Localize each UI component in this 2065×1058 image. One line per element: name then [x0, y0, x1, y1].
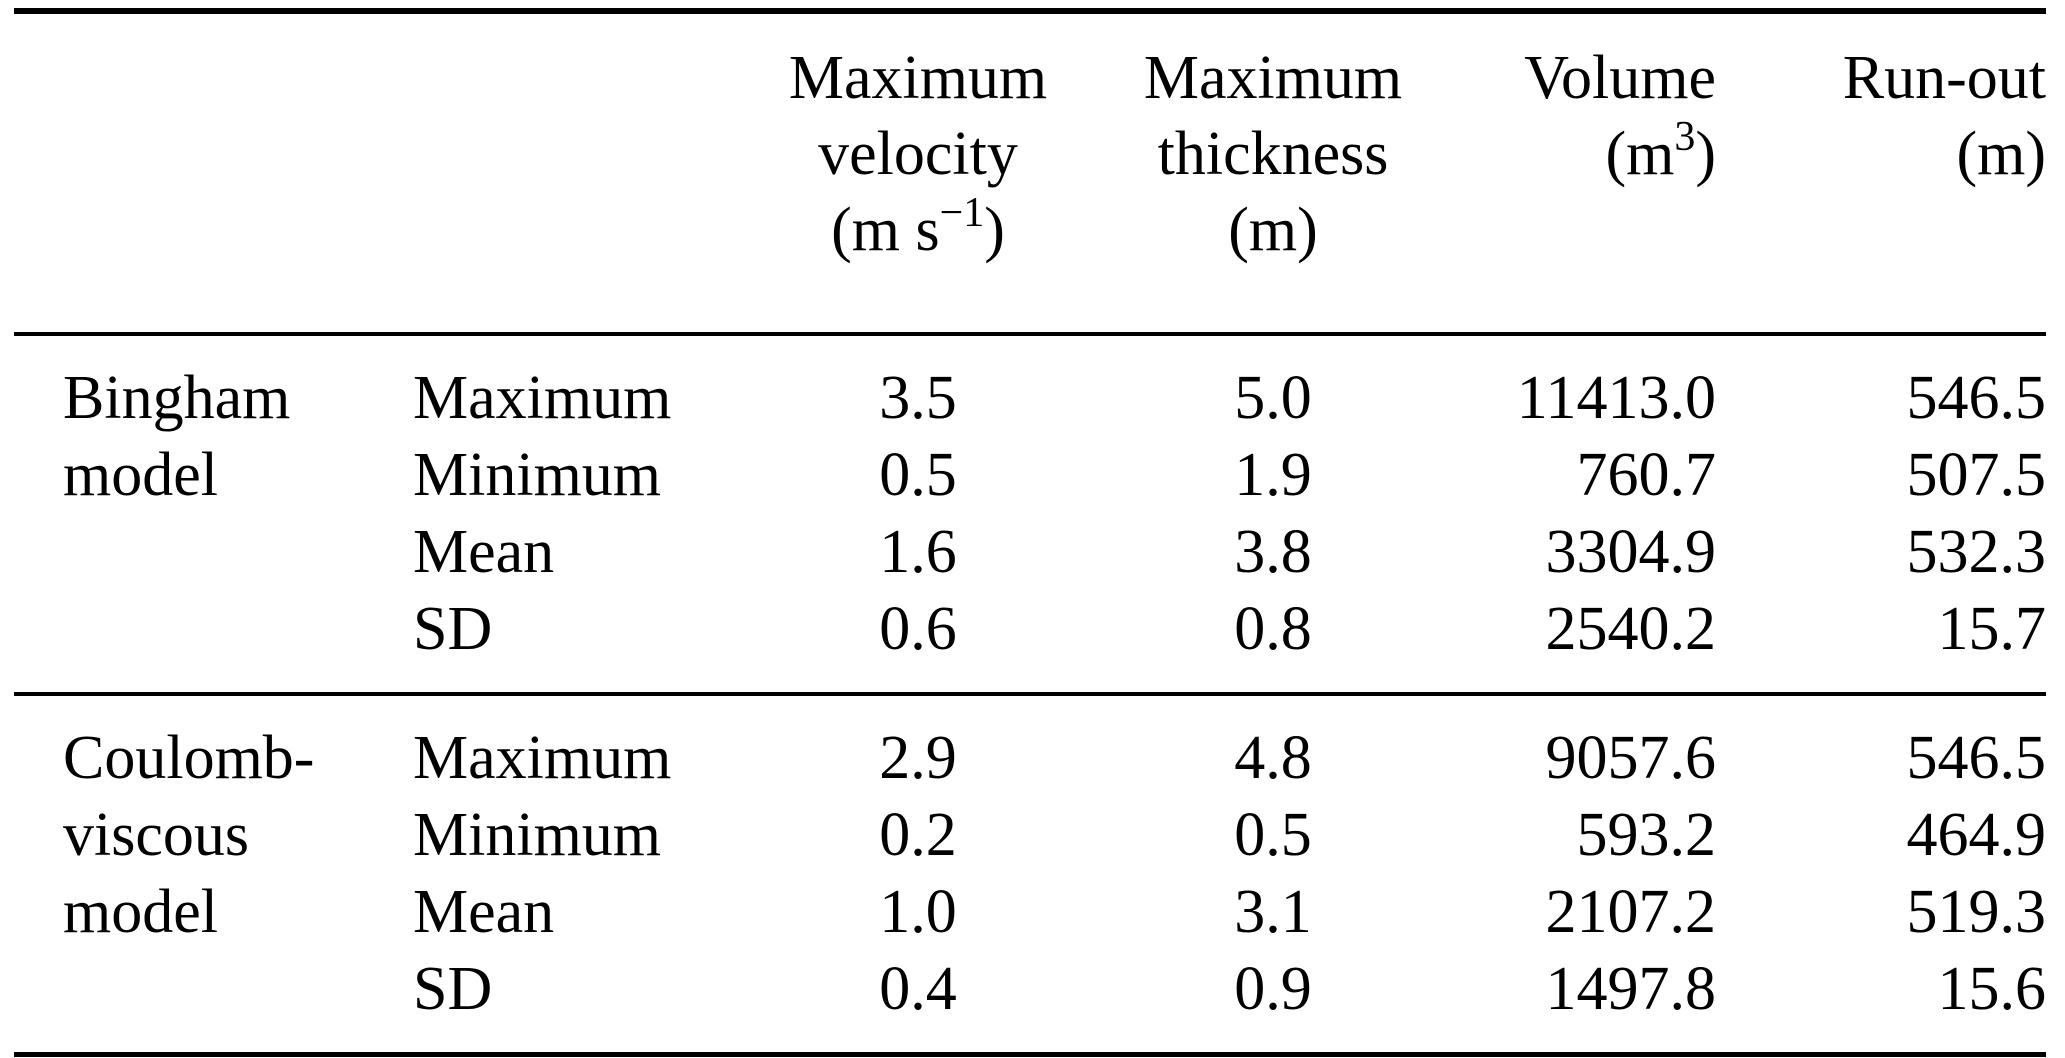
- header-volume-unit: (m3): [1605, 114, 1716, 188]
- value-velocity: 0.4: [879, 955, 957, 1023]
- value-thickness: 1.9: [1234, 441, 1312, 509]
- stat-label: Mean: [413, 878, 555, 946]
- header-runout: Run-out (m): [1716, 11, 2046, 334]
- value-velocity: 0.5: [879, 441, 957, 509]
- header-model-spacer: [14, 11, 413, 334]
- stat-label: Mean: [413, 518, 555, 586]
- value-runout: 464.9: [1906, 801, 2047, 869]
- table-row: Minimum 0.2 0.5 593.2 464.9: [14, 797, 2046, 874]
- table-row: Mean 1.6 3.8 3304.9 532.3: [14, 514, 2046, 591]
- value-volume: 1497.8: [1545, 955, 1717, 1023]
- value-thickness: 0.5: [1234, 801, 1312, 869]
- header-max-velocity-unit: (m s−1): [831, 190, 1005, 264]
- header-max-velocity-line2: velocity: [818, 120, 1018, 188]
- value-velocity: 3.5: [879, 364, 957, 432]
- value-velocity: 1.6: [879, 518, 957, 586]
- header-volume-line1: Volume: [1524, 44, 1716, 112]
- stat-label: Minimum: [413, 801, 662, 869]
- value-volume: 2107.2: [1545, 878, 1717, 946]
- table-row: Bingham model Maximum 3.5 5.0 11413.0 54…: [14, 334, 2047, 509]
- header-volume: Volume (m3): [1413, 11, 1716, 334]
- header-max-thickness: Maximum thickness (m): [1133, 11, 1413, 334]
- value-runout: 15.6: [1937, 955, 2047, 1023]
- value-volume: 2540.2: [1545, 595, 1717, 663]
- header-max-velocity: Maximum velocity (m s−1): [703, 11, 1133, 334]
- value-thickness: 0.9: [1234, 955, 1312, 1023]
- section-bingham-model: Bingham model Maximum 3.5 5.0 11413.0 54…: [14, 334, 2046, 694]
- header-max-thickness-line1: Maximum: [1143, 44, 1403, 112]
- header-stat-spacer: [413, 11, 703, 334]
- table-row: Coulomb- viscous model Maximum 2.9 4.8 9…: [14, 694, 2047, 946]
- stat-label: Minimum: [413, 441, 662, 509]
- value-thickness: 3.8: [1234, 518, 1312, 586]
- table-header: Maximum velocity (m s−1) Maximum thickne…: [14, 11, 2046, 334]
- value-runout: 546.5: [1906, 724, 2047, 792]
- value-volume: 11413.0: [1516, 364, 1716, 432]
- table-row: Minimum 0.5 1.9 760.7 507.5: [14, 437, 2046, 514]
- value-runout: 507.5: [1906, 441, 2047, 509]
- velocity-unit-exponent: −1: [939, 190, 985, 236]
- value-velocity: 2.9: [879, 724, 957, 792]
- value-volume: 593.2: [1576, 801, 1717, 869]
- section-coulomb-viscous-model: Coulomb- viscous model Maximum 2.9 4.8 9…: [14, 694, 2046, 1055]
- value-runout: 519.3: [1906, 878, 2047, 946]
- stat-label: Maximum: [413, 364, 672, 432]
- header-max-thickness-line2: thickness: [1157, 120, 1389, 188]
- value-thickness: 4.8: [1234, 724, 1312, 792]
- value-thickness: 5.0: [1234, 364, 1312, 432]
- value-thickness: 0.8: [1234, 595, 1312, 663]
- table-row: SD 0.6 0.8 2540.2 15.7: [14, 591, 2046, 694]
- value-runout: 532.3: [1906, 518, 2047, 586]
- stat-label: SD: [413, 955, 493, 1023]
- value-runout: 15.7: [1937, 595, 2047, 663]
- value-volume: 760.7: [1576, 441, 1717, 509]
- header-runout-line1: Run-out: [1842, 44, 2046, 112]
- row-label-bingham-model: Bingham model: [63, 364, 291, 509]
- value-velocity: 0.6: [879, 595, 957, 663]
- value-runout: 546.5: [1906, 364, 2047, 432]
- value-volume: 9057.6: [1545, 724, 1717, 792]
- row-label-coulomb-viscous-model: Coulomb- viscous model: [63, 724, 315, 946]
- header-max-thickness-unit: (m): [1228, 196, 1318, 264]
- stat-label: Maximum: [413, 724, 672, 792]
- volume-unit-exponent: 3: [1674, 114, 1696, 160]
- value-thickness: 3.1: [1234, 878, 1312, 946]
- value-velocity: 1.0: [879, 878, 957, 946]
- table-row: SD 0.4 0.9 1497.8 15.6: [14, 951, 2046, 1055]
- value-volume: 3304.9: [1545, 518, 1717, 586]
- stat-label: SD: [413, 595, 493, 663]
- model-statistics-table: Maximum velocity (m s−1) Maximum thickne…: [14, 8, 2046, 1057]
- table-row: Mean 1.0 3.1 2107.2 519.3: [14, 874, 2046, 951]
- value-velocity: 0.2: [879, 801, 957, 869]
- header-runout-unit: (m): [1956, 120, 2046, 188]
- header-max-velocity-line1: Maximum: [788, 44, 1048, 112]
